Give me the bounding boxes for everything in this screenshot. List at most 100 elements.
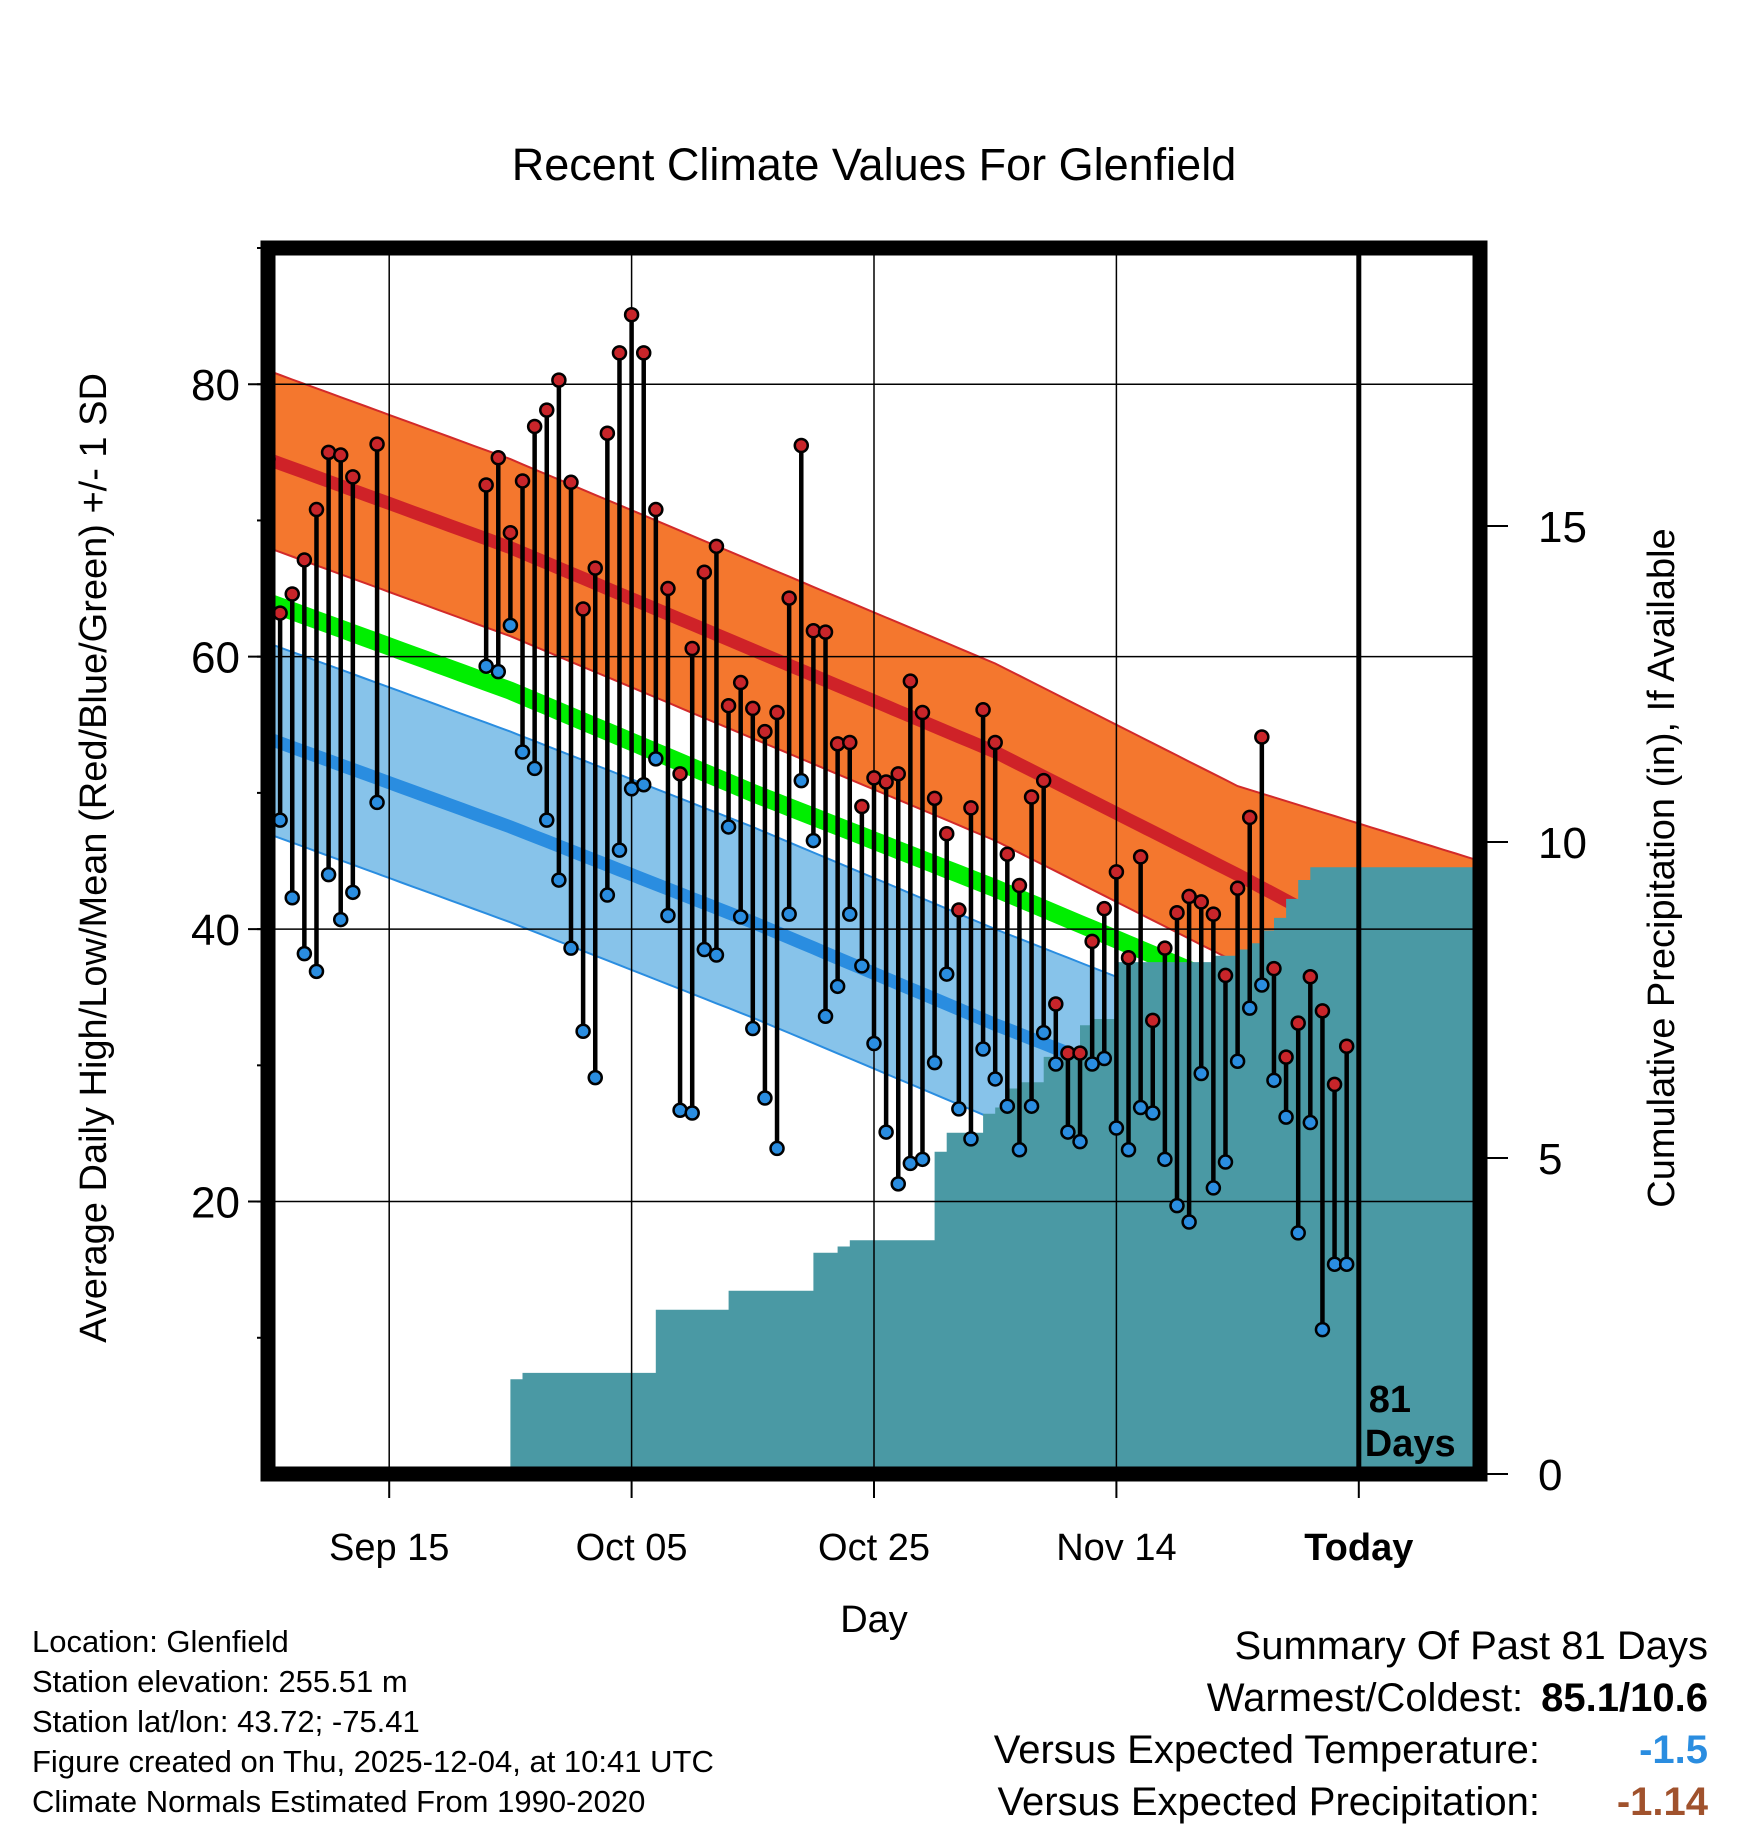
daily-high-point: [478, 477, 494, 493]
versus-expected-precipitation-label: Versus Expected Precipitation:: [997, 1780, 1540, 1824]
station-location: Location: Glenfield: [32, 1624, 289, 1659]
daily-high-point: [1145, 1012, 1161, 1029]
daily-high-point: [854, 798, 870, 815]
daily-low-point: [1217, 1154, 1234, 1170]
daily-low-point: [987, 1071, 1003, 1087]
daily-low-point: [1266, 1072, 1282, 1089]
daily-low-point: [1035, 1024, 1052, 1041]
y2-tick-label: 15: [1538, 503, 1587, 552]
daily-high-point: [1326, 1076, 1343, 1093]
daily-low-point: [829, 978, 846, 995]
daily-low-point: [866, 1035, 882, 1052]
daily-low-point: [635, 776, 652, 793]
daily-high-point: [987, 734, 1003, 751]
daily-high-point: [914, 704, 931, 721]
daily-low-point: [745, 1020, 761, 1037]
summary-warmest-row: Warmest/Coldest: 85.1/10.6: [994, 1672, 1708, 1724]
daily-low-point: [526, 760, 543, 777]
daily-high-point: [660, 580, 676, 597]
daily-high-point: [817, 624, 834, 640]
daily-low-point: [1060, 1124, 1076, 1140]
daily-low-point: [1132, 1099, 1149, 1116]
daily-high-point: [1181, 888, 1197, 905]
summary-precip-row: Versus Expected Precipitation: -1.14: [994, 1776, 1708, 1828]
summary-panel: Summary Of Past 81 Days Warmest/Coldest:…: [994, 1620, 1708, 1828]
x-tick-label: Today: [1304, 1527, 1413, 1569]
y2-axis-label: Cumulative Precipitation (in), If Availa…: [1641, 528, 1683, 1207]
daily-high-point: [1096, 900, 1113, 917]
daily-low-point: [1096, 1050, 1113, 1067]
warmest-coldest-label: Warmest/Coldest:: [1206, 1676, 1524, 1720]
daily-low-point: [842, 906, 858, 922]
daily-high-point: [648, 501, 664, 518]
daily-high-point: [1132, 849, 1149, 865]
daily-high-point: [272, 605, 288, 621]
daily-low-point: [1120, 1142, 1137, 1158]
daily-high-point: [781, 590, 797, 606]
daily-high-point: [526, 418, 543, 435]
daily-high-point: [1290, 1015, 1306, 1031]
daily-low-point: [781, 906, 797, 922]
daily-high-point: [502, 524, 519, 541]
daily-low-point: [587, 1069, 603, 1086]
daily-high-point: [296, 552, 313, 568]
daily-low-point: [732, 909, 749, 925]
daily-low-point: [1181, 1214, 1197, 1230]
x-axis-label: Day: [840, 1599, 908, 1640]
daily-high-point: [587, 560, 603, 576]
daily-low-point: [1229, 1053, 1246, 1069]
daily-low-point: [1205, 1180, 1222, 1196]
daily-high-point: [999, 846, 1016, 862]
daily-high-point: [1338, 1038, 1355, 1055]
daily-high-point: [769, 704, 785, 721]
climate-chart: Recent Climate Values For Glenfield 81Da…: [73, 139, 1683, 1640]
daily-low-point: [1338, 1256, 1355, 1272]
daily-low-point: [1254, 977, 1270, 993]
daily-high-point: [1072, 1045, 1088, 1061]
daily-low-point: [696, 941, 713, 958]
daily-high-point: [720, 697, 737, 714]
daily-low-point: [890, 1176, 906, 1192]
daily-high-point: [369, 436, 385, 452]
daily-high-point: [611, 345, 628, 361]
daily-low-point: [1108, 1120, 1125, 1136]
versus-expected-temperature-label: Versus Expected Temperature:: [993, 1728, 1540, 1772]
x-tick-label: Nov 14: [1056, 1527, 1176, 1569]
daily-high-point: [1084, 933, 1100, 950]
versus-expected-temperature-value: -1.5: [1639, 1728, 1708, 1772]
daily-high-point: [1254, 729, 1270, 745]
y-axis-label: Average Daily High/Low/Mean (Red/Blue/Gr…: [73, 373, 115, 1343]
daily-high-point: [902, 673, 919, 689]
y-tick-label: 60: [191, 634, 240, 683]
daily-low-point: [660, 907, 676, 924]
daily-low-point: [490, 663, 507, 680]
daily-low-point: [296, 945, 313, 962]
daily-high-point: [878, 774, 894, 790]
daily-high-point: [1278, 1049, 1294, 1065]
daily-low-point: [817, 1008, 834, 1025]
daily-low-point: [708, 947, 725, 963]
summary-temp-row: Versus Expected Temperature: -1.5: [994, 1724, 1708, 1776]
daily-low-point: [805, 832, 822, 849]
daily-high-point: [1217, 967, 1234, 984]
daily-high-point: [1023, 789, 1040, 805]
y2-tick-label: 10: [1538, 819, 1587, 868]
x-tick-label: Oct 25: [818, 1527, 930, 1569]
daily-high-point: [938, 826, 955, 842]
daily-low-point: [320, 866, 337, 883]
daily-high-point: [732, 674, 749, 691]
daily-high-point: [1205, 906, 1222, 922]
today-days-label: Days: [1365, 1423, 1456, 1465]
today-days-count: 81: [1369, 1379, 1411, 1421]
y-tick-label: 80: [191, 361, 240, 410]
station-elevation: Station elevation: 255.51 m: [32, 1664, 408, 1699]
daily-high-point: [1011, 877, 1028, 894]
daily-high-point: [635, 345, 652, 361]
daily-high-point: [623, 306, 640, 323]
station-latlon: Station lat/lon: 43.72; -75.41: [32, 1704, 420, 1739]
daily-low-point: [1241, 1000, 1258, 1016]
daily-low-point: [1048, 1056, 1064, 1072]
x-tick-label: Sep 15: [329, 1527, 449, 1569]
